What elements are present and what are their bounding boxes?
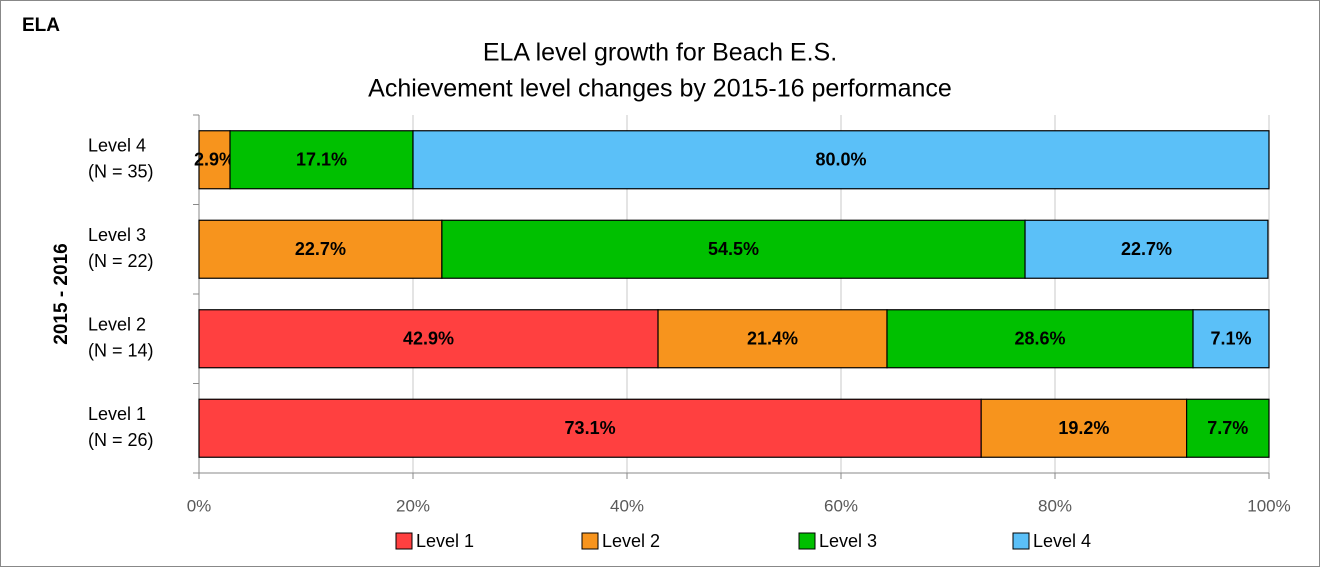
bar-segment	[412, 130, 1270, 190]
y-tick-label: (N = 26)	[88, 430, 154, 450]
bar-segment	[198, 398, 982, 458]
bar-segment	[1024, 219, 1269, 279]
legend-swatch	[395, 532, 413, 550]
bar-segment	[657, 309, 888, 369]
data-label: 54.5%	[708, 239, 759, 259]
data-label: 19.2%	[1058, 418, 1109, 438]
data-label: 2.9%	[194, 150, 235, 170]
x-tick-label: 0%	[187, 496, 212, 515]
bar-segment	[980, 398, 1188, 458]
data-label: 7.1%	[1210, 329, 1251, 349]
data-label: 28.6%	[1014, 329, 1065, 349]
y-tick-label: Level 3	[88, 225, 146, 245]
data-label: 17.1%	[296, 150, 347, 170]
data-label: 22.7%	[295, 239, 346, 259]
y-tick-label: (N = 14)	[88, 341, 154, 361]
x-tick-label: 40%	[610, 496, 644, 515]
x-tick-label: 20%	[396, 496, 430, 515]
y-axis-label: 2015 - 2016	[51, 243, 72, 344]
legend-label: Level 1	[416, 531, 474, 551]
data-label: 42.9%	[403, 329, 454, 349]
data-label: 80.0%	[815, 150, 866, 170]
y-tick-label: Level 1	[88, 404, 146, 424]
chart-title: ELA level growth for Beach E.S.	[483, 39, 837, 67]
bar-segment	[886, 309, 1194, 369]
legend-label: Level 4	[1033, 531, 1091, 551]
bar-segment	[198, 309, 659, 369]
x-tick-label: 100%	[1247, 496, 1290, 515]
bar-segment	[1192, 309, 1270, 369]
chart-subtitle: Achievement level changes by 2015-16 per…	[368, 75, 952, 103]
x-tick-label: 80%	[1038, 496, 1072, 515]
data-label: 22.7%	[1121, 239, 1172, 259]
bar-segment	[198, 219, 443, 279]
legend-swatch	[1012, 532, 1030, 550]
legend-swatch	[581, 532, 599, 550]
data-label: 73.1%	[565, 418, 616, 438]
corner-label: ELA	[22, 15, 60, 36]
y-tick-label: Level 2	[88, 315, 146, 335]
bar-segment	[1186, 398, 1270, 458]
y-tick-label: Level 4	[88, 136, 146, 156]
y-tick-label: (N = 22)	[88, 251, 154, 271]
x-tick-label: 60%	[824, 496, 858, 515]
data-label: 7.7%	[1207, 418, 1248, 438]
legend-label: Level 2	[602, 531, 660, 551]
legend-swatch	[798, 532, 816, 550]
y-tick-label: (N = 35)	[88, 162, 154, 182]
legend-label: Level 3	[819, 531, 877, 551]
data-label: 21.4%	[747, 329, 798, 349]
bar-segment	[441, 219, 1026, 279]
